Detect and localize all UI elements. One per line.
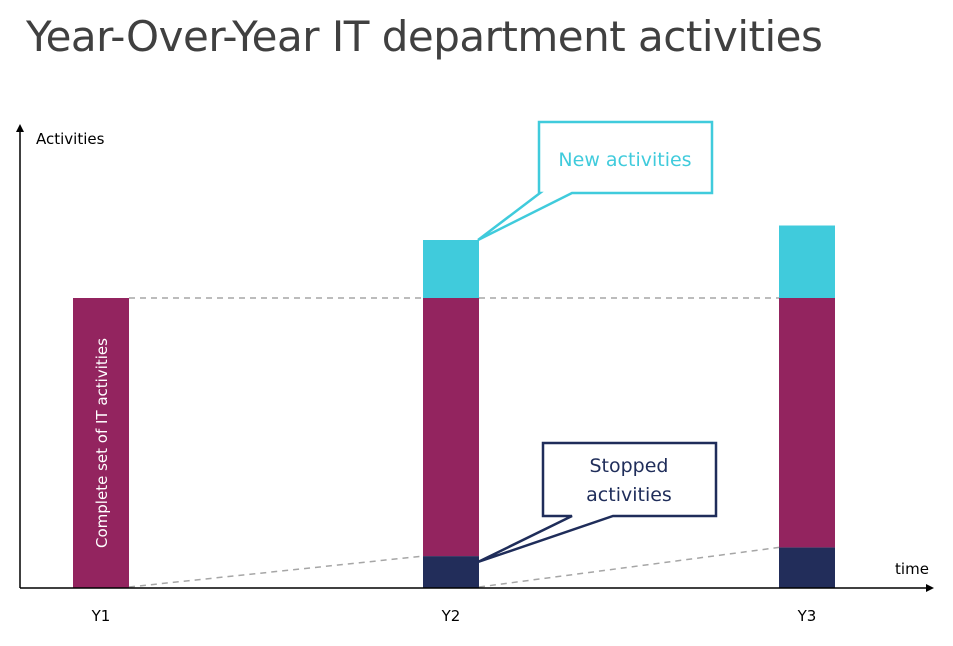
bar-existing-y3 [779,298,835,548]
bar-existing-y1 [73,298,129,588]
guide-stopped-y1-y2 [128,555,424,588]
x-tick-labels: Y1 Y2 Y3 [91,607,817,625]
bar-existing-y2 [423,298,479,557]
callout-stopped-activities: Stopped activities [477,441,718,564]
guide-stopped-y2-y3 [478,546,780,588]
x-tick-label-y1: Y1 [91,607,111,625]
bar-stopped-y2 [423,556,479,588]
page-title: Year-Over-Year IT department activities [26,12,823,61]
callout-stopped-text-line2: activities [586,484,672,506]
x-tick-label-y3: Y3 [797,607,817,625]
bar-stopped-y3 [779,547,835,588]
bar-new-y3 [779,225,835,298]
y-axis-label: Activities [36,130,105,148]
x-tick-label-y2: Y2 [441,607,461,625]
guide-lines [128,297,780,588]
callout-stopped-text-line1: Stopped [589,455,668,477]
bars-layer [73,225,835,588]
bar-label: Complete set of IT activities [93,338,111,548]
callout-new-activities: New activities [477,120,714,242]
callout-stopped-box [477,441,718,564]
bar-new-y2 [423,240,479,298]
callout-new-box [477,120,714,242]
x-axis-label: time [895,560,929,578]
callout-new-text: New activities [558,149,691,171]
